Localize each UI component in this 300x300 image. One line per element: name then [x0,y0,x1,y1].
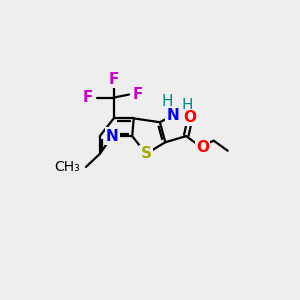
Text: O: O [183,110,196,125]
Text: F: F [132,87,142,102]
Text: S: S [141,146,152,161]
Text: H: H [181,98,193,113]
Text: H: H [162,94,173,109]
Text: CH₃: CH₃ [54,160,80,174]
Text: N: N [106,129,118,144]
Text: O: O [196,140,209,155]
Text: F: F [82,90,93,105]
Text: N: N [167,108,179,123]
Text: F: F [109,72,119,87]
